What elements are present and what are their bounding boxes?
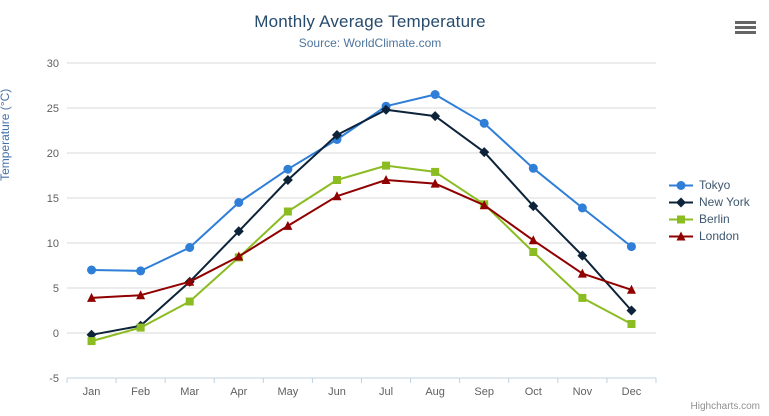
svg-text:15: 15: [47, 193, 59, 205]
svg-text:Dec: Dec: [622, 386, 642, 398]
legend-symbol: [669, 197, 693, 207]
svg-text:Jan: Jan: [83, 386, 101, 398]
svg-text:Jun: Jun: [328, 386, 346, 398]
legend-symbol: [669, 180, 693, 190]
legend-symbol: [669, 215, 693, 223]
legend-label: New York: [699, 195, 750, 209]
svg-text:May: May: [277, 386, 298, 398]
svg-text:30: 30: [47, 58, 59, 70]
hamburger-bar: [735, 30, 756, 34]
svg-text:0: 0: [53, 328, 59, 340]
legend-item-new-york[interactable]: New York: [668, 194, 750, 210]
chart-subtitle: Source: WorldClimate.com: [298, 36, 442, 50]
svg-text:Feb: Feb: [131, 386, 150, 398]
legend-symbol: [669, 231, 693, 240]
svg-text:10: 10: [47, 238, 59, 250]
svg-text:25: 25: [47, 103, 59, 115]
svg-text:Jul: Jul: [379, 386, 393, 398]
legend: Tokyo New York Berlin London: [668, 176, 750, 245]
legend-label: Tokyo: [699, 178, 731, 192]
legend-label: London: [699, 229, 740, 243]
svg-text:Sep: Sep: [474, 386, 494, 398]
legend-item-berlin[interactable]: Berlin: [668, 211, 750, 227]
svg-text:Oct: Oct: [525, 386, 542, 398]
svg-text:Nov: Nov: [573, 386, 593, 398]
svg-text:Apr: Apr: [230, 386, 247, 398]
hamburger-icon[interactable]: [734, 16, 758, 38]
legend-item-tokyo[interactable]: Tokyo: [668, 177, 750, 193]
svg-text:-5: -5: [49, 373, 59, 385]
svg-text:Aug: Aug: [425, 386, 445, 398]
svg-text:5: 5: [53, 283, 59, 295]
svg-text:Mar: Mar: [180, 386, 199, 398]
hamburger-bar: [735, 20, 756, 24]
credits-link[interactable]: Highcharts.com: [690, 401, 760, 412]
yaxis-title: Temperature (°C): [0, 88, 12, 181]
svg-text:20: 20: [47, 148, 59, 160]
legend-label: Berlin: [699, 212, 730, 226]
hamburger-bar: [735, 25, 756, 29]
chart-title: Monthly Average Temperature: [254, 12, 486, 31]
legend-item-london[interactable]: London: [668, 228, 750, 244]
